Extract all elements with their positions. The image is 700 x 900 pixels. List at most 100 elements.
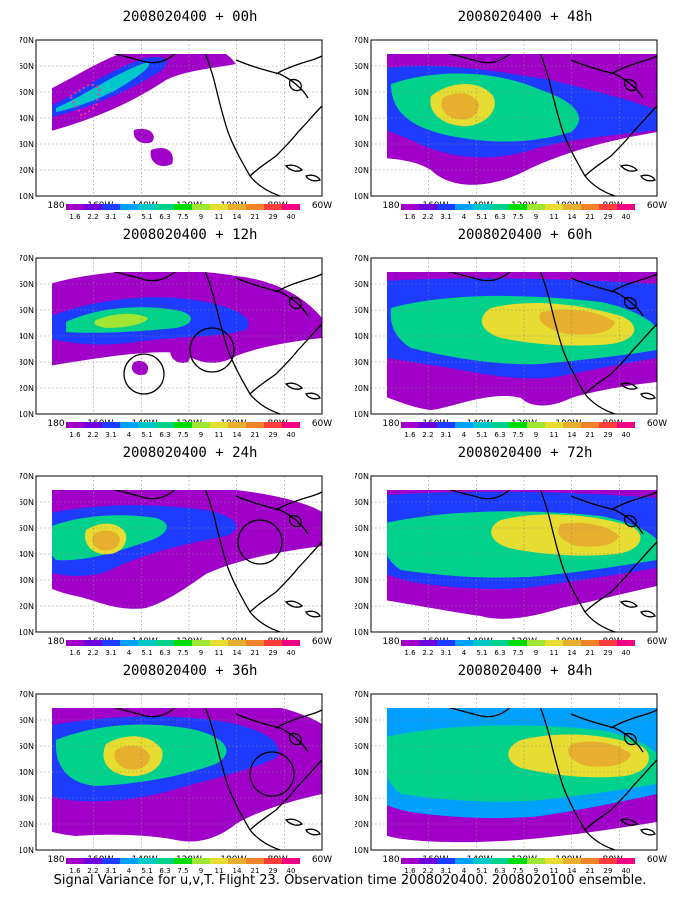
colorbar-label: 2.2 xyxy=(422,431,433,439)
colorbar-label: 5.1 xyxy=(476,213,487,221)
colorbar-label: 3.1 xyxy=(105,431,116,439)
colorbar-swatch xyxy=(473,422,491,428)
colorbar-swatch xyxy=(102,858,120,864)
variance-map: 70N60N50N40N30N20N10N180160W140W120W100W… xyxy=(20,690,332,865)
lon-label: 180 xyxy=(47,637,64,647)
colorbar-label: 14 xyxy=(568,649,577,657)
variance-map: 70N60N50N40N30N20N10N180160W140W120W100W… xyxy=(20,472,332,647)
lat-label: 30N xyxy=(355,794,369,803)
colorbar-swatch xyxy=(563,422,581,428)
panel-title: 2008020400 + 72h xyxy=(457,445,593,461)
lon-label: 60W xyxy=(312,637,332,647)
colorbar-swatch xyxy=(419,640,437,646)
colorbar-label: 14 xyxy=(233,213,242,221)
variance-field xyxy=(52,708,322,842)
colorbar-label: 6.3 xyxy=(159,649,170,657)
colorbar-swatch xyxy=(246,204,264,210)
colorbar-label: 21 xyxy=(586,867,595,875)
lon-label: 180 xyxy=(47,201,64,211)
lon-label: 60W xyxy=(312,855,332,865)
colorbar-label: 2.2 xyxy=(87,867,98,875)
variance-contour xyxy=(150,147,173,167)
colorbar-swatch xyxy=(156,422,174,428)
colorbar-label: 5.1 xyxy=(141,649,152,657)
lat-label: 10N xyxy=(355,410,369,419)
colorbar-swatch xyxy=(599,204,617,210)
variance-map: 70N60N50N40N30N20N10N180160W140W120W100W… xyxy=(355,36,667,211)
colorbar-label: 7.5 xyxy=(512,649,523,657)
colorbar-label: 1.6 xyxy=(404,213,416,221)
panel-title: 2008020400 + 24h xyxy=(122,445,258,461)
colorbar-swatch xyxy=(509,422,527,428)
coastline xyxy=(448,490,658,633)
colorbar-swatch xyxy=(455,204,473,210)
colorbar-label: 29 xyxy=(269,431,278,439)
lat-label: 20N xyxy=(355,166,369,175)
map-panel: 2008020400 + 12h 70N 60N 50N 40N 30N 20N 10N 180… xyxy=(20,226,360,444)
colorbar: 1.6 2.2 3.1 4 5.1 6.3 7.5 9 11 14 21 29 40 xyxy=(401,640,635,657)
colorbar-label: 3.1 xyxy=(440,431,451,439)
colorbar-label: 4 xyxy=(462,867,467,875)
colorbar-label: 11 xyxy=(215,431,224,439)
colorbar-label: 40 xyxy=(287,867,296,875)
lon-label: 180 xyxy=(382,419,399,429)
colorbar-swatch xyxy=(84,422,102,428)
variance-contour xyxy=(558,522,619,547)
colorbar-swatch xyxy=(102,204,120,210)
colorbar-label: 6.3 xyxy=(494,649,505,657)
colorbar-swatch xyxy=(174,640,192,646)
lat-label: 30N xyxy=(20,140,34,149)
colorbar-swatch xyxy=(102,422,120,428)
colorbar-swatch xyxy=(401,422,419,428)
variance-contour xyxy=(52,54,236,131)
colorbar-label: 21 xyxy=(251,867,260,875)
colorbar-swatch xyxy=(581,422,599,428)
colorbar-swatch xyxy=(401,204,419,210)
panel-title: 2008020400 + 48h xyxy=(457,9,593,25)
lat-label: 70N xyxy=(355,254,369,263)
colorbar-label: 21 xyxy=(251,649,260,657)
colorbar-swatch xyxy=(617,204,635,210)
lat-label: 50N xyxy=(20,88,34,97)
colorbar-label: 1.6 xyxy=(404,867,416,875)
colorbar-swatch xyxy=(581,858,599,864)
colorbar: 1.6 2.2 3.1 4 5.1 6.3 7.5 9 11 14 21 29 40 xyxy=(401,858,635,875)
variance-field xyxy=(387,272,657,410)
colorbar-swatch xyxy=(509,640,527,646)
variance-contour xyxy=(94,313,148,328)
variance-map: 70N60N50N40N30N20N10N180160W140W120W100W… xyxy=(355,254,667,429)
colorbar-label: 2.2 xyxy=(422,867,433,875)
colorbar-swatch xyxy=(599,640,617,646)
lat-label: 30N xyxy=(20,794,34,803)
colorbar-label: 11 xyxy=(550,431,559,439)
colorbar-swatch xyxy=(282,204,300,210)
colorbar-swatch xyxy=(599,858,617,864)
lat-label: 50N xyxy=(355,88,369,97)
colorbar-label: 14 xyxy=(233,867,242,875)
colorbar-label: 29 xyxy=(604,649,613,657)
colorbar-swatch xyxy=(545,422,563,428)
colorbar: 1.6 2.2 3.1 4 5.1 6.3 7.5 9 11 14 21 29 40 xyxy=(401,204,635,221)
lat-label: 70N xyxy=(355,36,369,45)
colorbar-swatch xyxy=(228,858,246,864)
lat-label: 10N xyxy=(355,628,369,637)
colorbar-label: 4 xyxy=(462,431,467,439)
colorbar-swatch xyxy=(437,640,455,646)
lat-label: 10N xyxy=(355,192,369,201)
colorbar-swatch xyxy=(491,204,509,210)
map-panel: 2008020400 + 60h 70N 60N 50N 40N 30N 20N 10N 180… xyxy=(355,226,695,444)
panel-title: 2008020400 + 00h xyxy=(122,9,258,25)
colorbar-swatch xyxy=(264,204,282,210)
colorbar-swatch xyxy=(228,640,246,646)
lat-label: 50N xyxy=(355,742,369,751)
colorbar-label: 7.5 xyxy=(177,649,188,657)
colorbar-swatch xyxy=(491,858,509,864)
colorbar-label: 21 xyxy=(586,431,595,439)
colorbar-label: 11 xyxy=(550,867,559,875)
colorbar-label: 40 xyxy=(287,431,296,439)
colorbar-label: 2.2 xyxy=(422,649,433,657)
colorbar-label: 5.1 xyxy=(141,213,152,221)
lat-label: 30N xyxy=(20,576,34,585)
colorbar-label: 7.5 xyxy=(512,867,523,875)
lat-label: 20N xyxy=(355,384,369,393)
